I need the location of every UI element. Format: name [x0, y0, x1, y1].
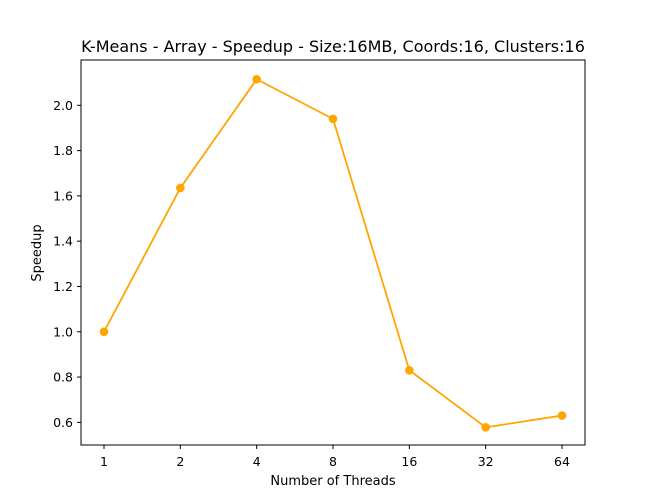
series-group — [99, 74, 567, 432]
data-point-marker — [481, 423, 490, 432]
chart-title: K-Means - Array - Speedup - Size:16MB, C… — [81, 37, 585, 56]
y-tick-label: 1.8 — [53, 143, 73, 158]
x-tick-label: 16 — [401, 454, 417, 469]
data-point-marker — [405, 365, 414, 375]
y-tick-label: 1.0 — [53, 324, 73, 339]
speedup-line — [103, 78, 563, 429]
x-tick-label: 4 — [253, 454, 261, 469]
x-tick-label: 32 — [478, 454, 494, 469]
y-axis-label: Speedup — [30, 224, 45, 281]
data-point-marker — [99, 327, 109, 337]
x-tick-label: 1 — [100, 454, 108, 469]
data-point-marker — [328, 114, 338, 124]
x-tick-label: 64 — [554, 454, 570, 469]
data-point-marker — [176, 183, 185, 193]
x-tick-label: 2 — [176, 454, 184, 469]
y-tick-label: 1.2 — [53, 279, 73, 294]
y-tick-label: 0.8 — [53, 370, 73, 385]
x-axis-label: Number of Threads — [270, 474, 395, 489]
data-point-marker — [252, 74, 261, 84]
y-axis: 0.6 0.8 1.0 1.2 1.4 1.6 1.8 2.0 — [53, 98, 81, 430]
x-tick-label: 8 — [329, 454, 337, 469]
data-point-marker — [557, 411, 567, 420]
x-axis: 1 2 4 8 16 32 64 — [100, 445, 570, 469]
y-tick-label: 1.4 — [53, 234, 73, 249]
y-tick-label: 0.6 — [53, 415, 73, 430]
y-tick-label: 1.6 — [53, 188, 73, 203]
y-tick-label: 2.0 — [53, 98, 73, 113]
